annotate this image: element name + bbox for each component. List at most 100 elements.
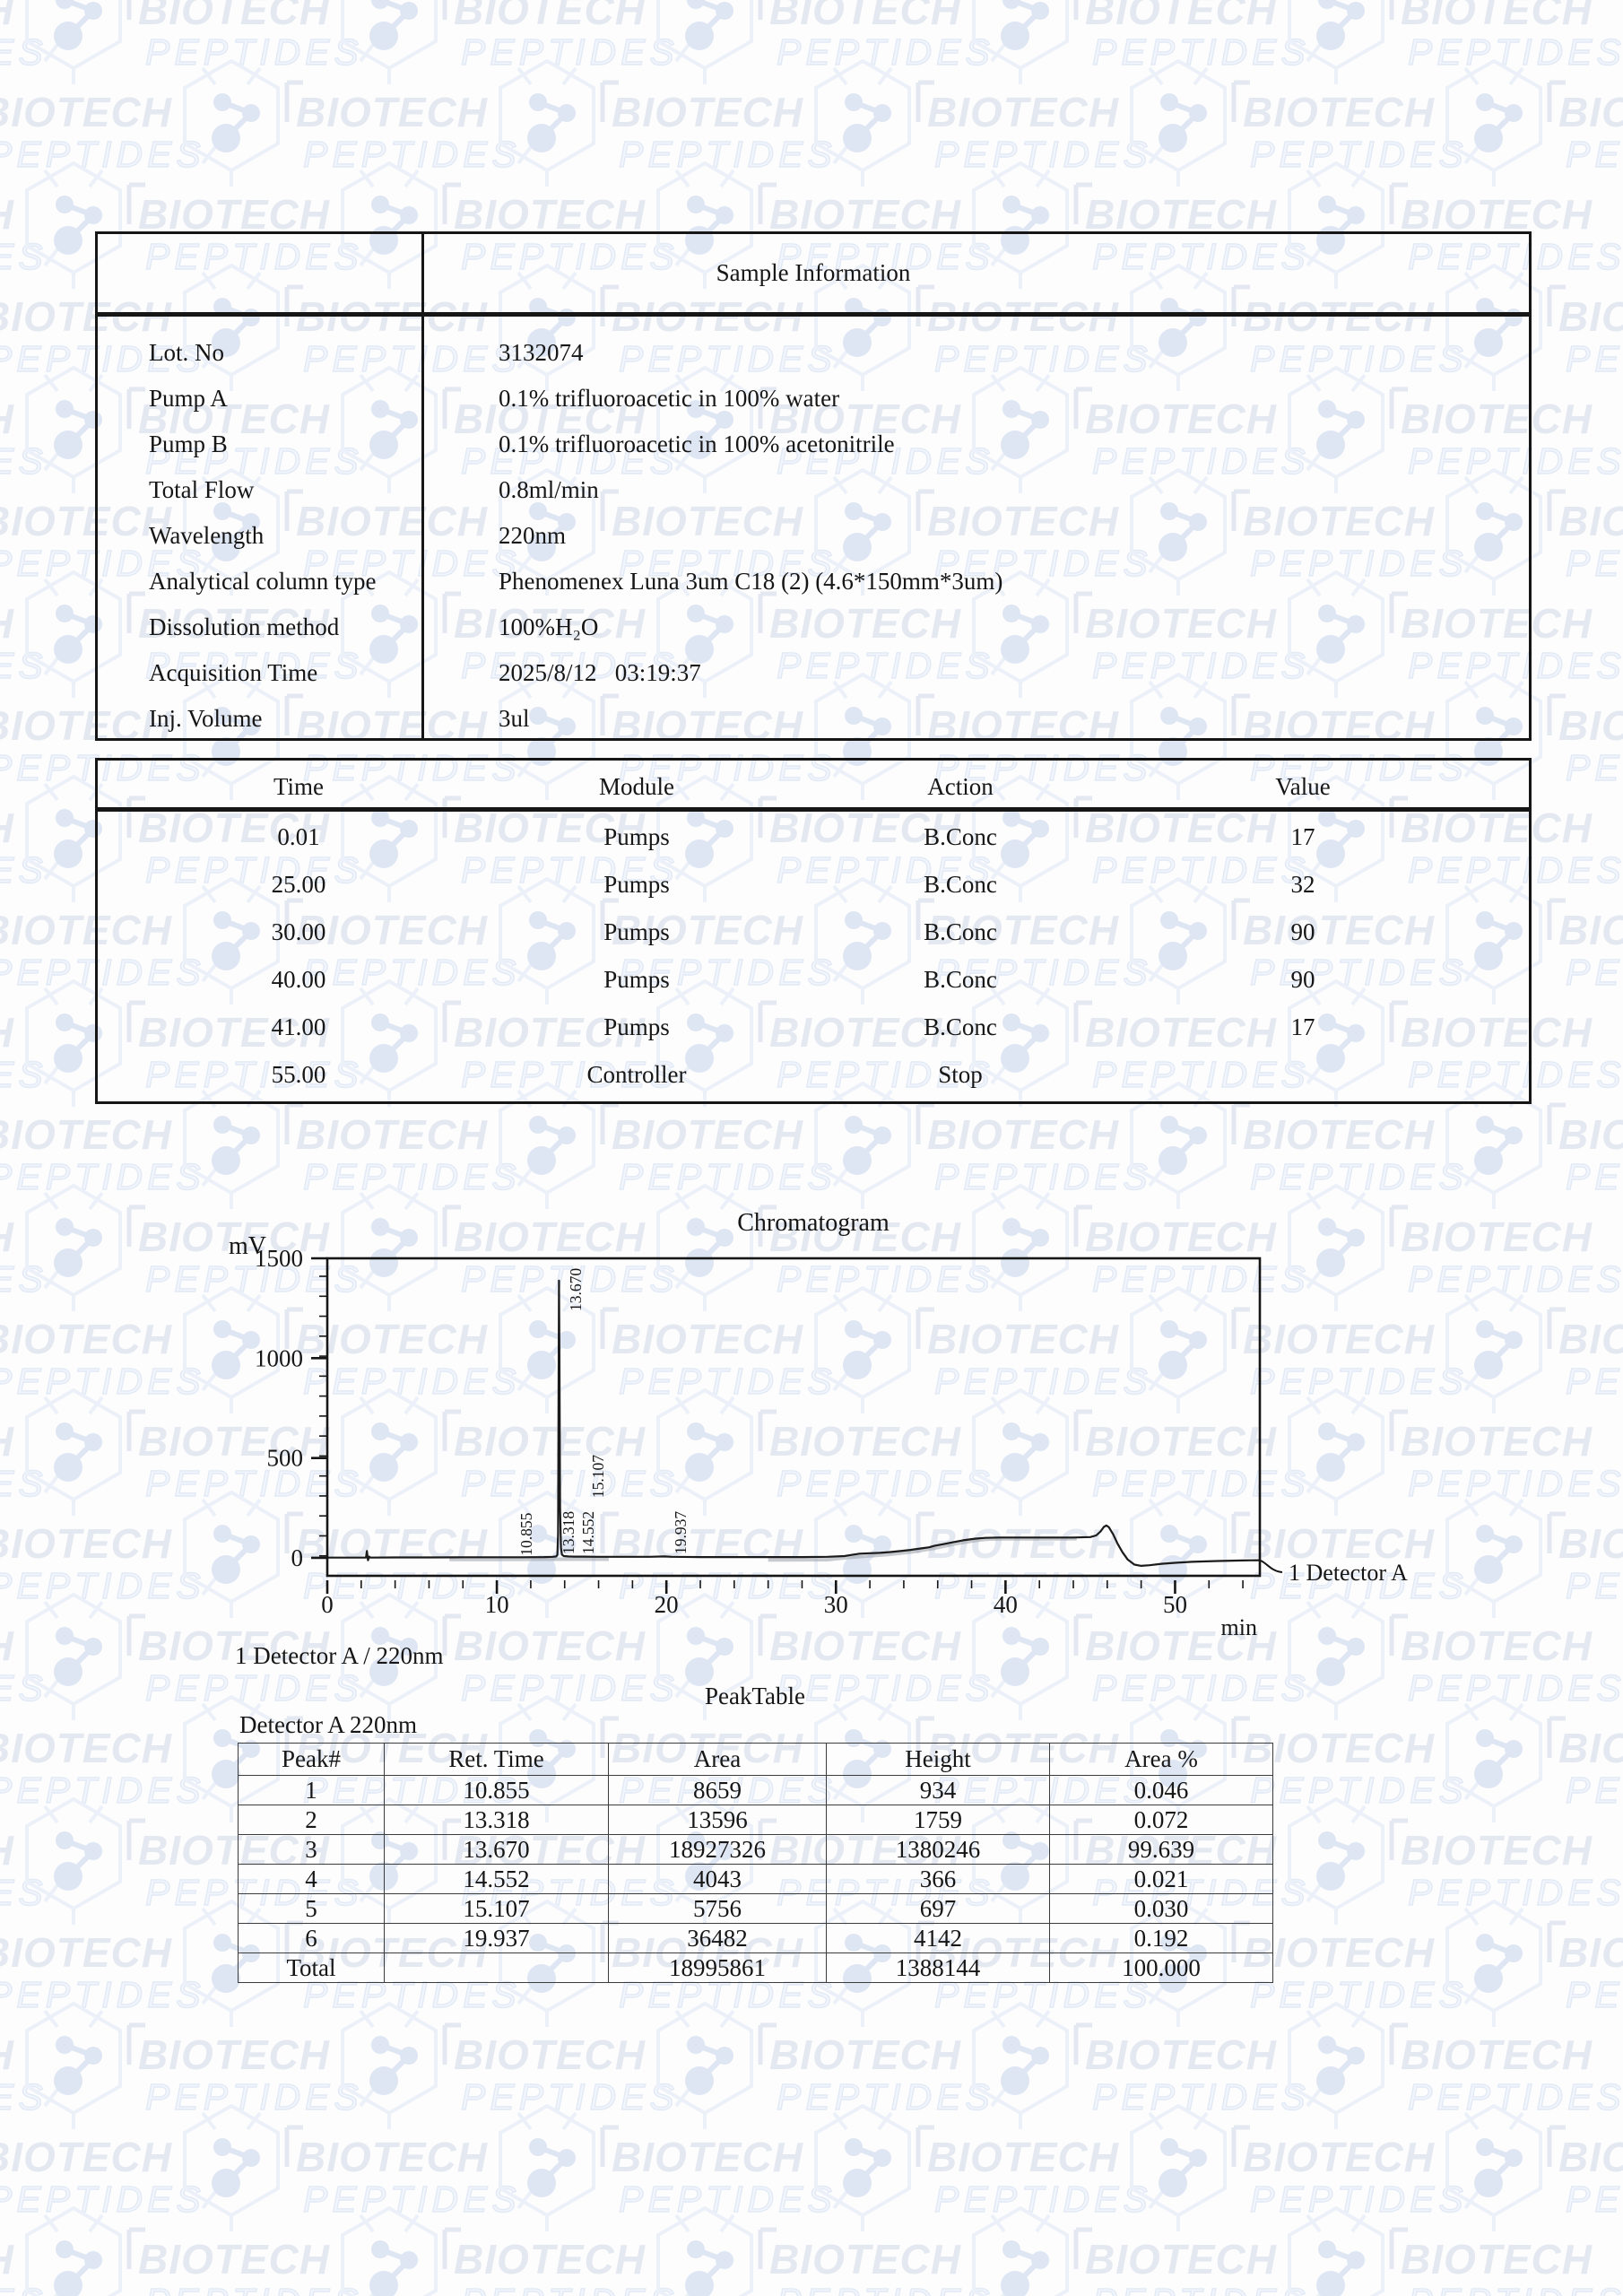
sample-info-title: Sample Information	[716, 259, 911, 286]
watermark-text-line1: BIOTECH	[1558, 498, 1623, 544]
watermark-text-line1: BIOTECH	[1401, 1622, 1593, 1669]
watermark-text-line2: PEPTIDES	[1249, 1361, 1468, 1402]
watermark-text-line2: PEPTIDES	[0, 1054, 48, 1095]
watermark-text-line1: BIOTECH	[1401, 2031, 1593, 2078]
watermark-text-line1: BIOTECH	[0, 603, 14, 644]
watermark-hexagon-icon	[0, 1896, 30, 2054]
watermark-hexagon-icon	[972, 1387, 1092, 1516]
watermark-text-line1: BIOTECH	[454, 0, 646, 33]
watermark-text-line2: PEPTIDES	[0, 1974, 205, 2015]
baseline-shadow	[768, 1536, 1077, 1562]
watermark-hexagon-icon	[25, 1183, 145, 1311]
peak-table-header: Ret. Time	[384, 1743, 609, 1776]
watermark-text-line2: PEPTIDES	[460, 2283, 679, 2296]
watermark-hexagon-icon	[656, 2001, 777, 2129]
watermark-hexagon-icon	[0, 465, 30, 622]
watermark-text-line1: BIOTECH	[769, 191, 961, 238]
watermark-text-line1: BIOTECH	[1558, 907, 1623, 953]
sample-info-table: Sample Information Lot. No 3132074 Pump …	[95, 231, 1532, 741]
watermark-text-line2: PEPTIDES	[1407, 1872, 1623, 1913]
program-cell: Pumps	[603, 966, 670, 993]
watermark-text-line1: BIOTECH	[769, 0, 961, 33]
watermark-text-line2: PEPTIDES	[0, 1667, 48, 1709]
watermark-text-line2: PEPTIDES	[1565, 1770, 1623, 1811]
watermark-text-line2: PEPTIDES	[0, 1565, 205, 1606]
x-tick-label: 0	[321, 1591, 334, 1618]
program-header-module: Module	[599, 773, 674, 800]
watermark-text-line2: PEPTIDES	[1407, 2283, 1623, 2296]
watermark-text-line1: BIOTECH	[1085, 1418, 1277, 1465]
watermark-text-line1: BIOTECH	[454, 191, 646, 238]
watermark-text-line2: PEPTIDES	[460, 31, 679, 73]
peak-cell: 13596	[608, 1805, 827, 1835]
peak-cell: 1	[238, 1775, 385, 1805]
peak-table-row: 2 13.318 13596 1759 0.072	[238, 1805, 1273, 1835]
watermark-hexagon-icon	[341, 1387, 461, 1516]
watermark-hexagon-icon	[0, 669, 30, 827]
watermark-text-line2: PEPTIDES	[1565, 1156, 1623, 1197]
watermark-text-line1: BIOTECH	[0, 398, 14, 439]
watermark-text-line1: BIOTECH	[927, 1111, 1119, 1158]
watermark-text-line1: BIOTECH	[454, 1418, 646, 1465]
program-cell: B.Conc	[924, 918, 997, 945]
watermark-text-line1: BIOTECH	[0, 1830, 14, 1871]
watermark-hexagon-icon	[183, 1285, 303, 1413]
watermark-hexagon-icon	[0, 1078, 30, 1236]
watermark-text-line1: BIOTECH	[296, 89, 488, 135]
watermark-text-line1: BIOTECH	[0, 1111, 172, 1158]
program-header-time: Time	[273, 773, 325, 800]
watermark-text-line2: PEPTIDES	[933, 2179, 1152, 2220]
watermark-hexagon-icon	[656, 1183, 777, 1311]
peak-table-title: PeakTable	[704, 1683, 806, 1709]
program-cell: B.Conc	[924, 871, 997, 898]
watermark-text-line2: PEPTIDES	[1565, 338, 1623, 379]
watermark-text-line2: PEPTIDES	[144, 2076, 363, 2118]
watermark-text-line2: PEPTIDES	[144, 31, 363, 73]
watermark-text-line1: BIOTECH	[1558, 1111, 1623, 1158]
watermark-text-line2: PEPTIDES	[1249, 1770, 1468, 1811]
program-cell: 17	[1290, 1013, 1315, 1040]
peak-cell: 8659	[608, 1775, 827, 1805]
watermark-hexagon-icon	[25, 1796, 145, 1925]
peak-cell: 3	[238, 1834, 385, 1865]
watermark-text-line1: BIOTECH	[927, 89, 1119, 135]
peak-table-total-row: Total 18995861 1388144 100.000	[238, 1952, 1273, 1983]
watermark-hexagon-icon	[499, 1490, 619, 1618]
program-cell: Controller	[586, 1061, 687, 1088]
watermark-text-line1: BIOTECH	[1558, 89, 1623, 135]
watermark-text-line2: PEPTIDES	[1565, 1565, 1623, 1606]
peak-table-row: 1 10.855 8659 934 0.046	[238, 1775, 1273, 1805]
x-axis-unit-label: min	[1221, 1614, 1257, 1640]
sample-info-label: Total Flow	[149, 476, 255, 503]
watermark-hexagon-icon	[0, 1487, 30, 1645]
watermark-text-line2: PEPTIDES	[0, 1156, 205, 1197]
watermark-hexagon-icon	[183, 58, 303, 187]
watermark-text-line1: BIOTECH	[612, 89, 803, 135]
watermark-text-line1: BIOTECH	[454, 2236, 646, 2283]
y-tick-label: 1000	[255, 1344, 303, 1371]
watermark-text-line2: PEPTIDES	[0, 2179, 205, 2220]
peak-cell: 0.021	[1049, 1864, 1273, 1894]
watermark-hexagon-icon	[0, 56, 30, 213]
watermark-text-line2: PEPTIDES	[1407, 1463, 1623, 1504]
watermark-text-line1: BIOTECH	[454, 2031, 646, 2078]
peak-cell: 2	[238, 1805, 385, 1835]
sample-info-label: Wavelength	[149, 522, 265, 549]
watermark-text-line2: PEPTIDES	[1091, 2076, 1310, 2118]
watermark-hexagon-icon	[972, 2205, 1092, 2296]
watermark-text-line1: BIOTECH	[0, 2239, 14, 2280]
